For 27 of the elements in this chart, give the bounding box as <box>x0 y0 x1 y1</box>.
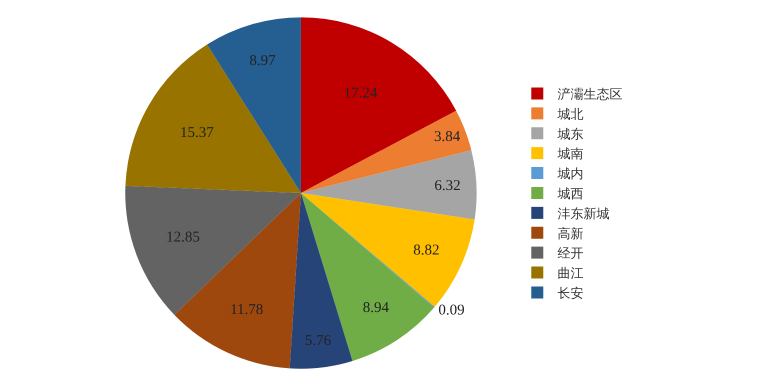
data-label: 11.78 <box>230 302 264 318</box>
data-label: 15.37 <box>180 124 214 141</box>
pie-slice <box>125 186 301 315</box>
data-label: 6.32 <box>434 178 461 194</box>
legend-label: 城北 <box>556 107 584 122</box>
pie-slice <box>125 44 301 193</box>
legend-label: 长安 <box>557 286 584 302</box>
pie-slice <box>300 110 472 193</box>
legend-label: 曲江 <box>557 266 584 282</box>
legend-label: 城内 <box>556 167 584 182</box>
pie-slice <box>290 193 352 369</box>
data-label: 3.84 <box>434 128 461 145</box>
legend-label: 城西 <box>556 187 584 202</box>
data-label: 0.09 <box>438 302 465 319</box>
legend-label: 浐灞生态区 <box>557 88 622 103</box>
data-label: 8.97 <box>249 52 276 69</box>
data-label: 8.82 <box>413 242 440 258</box>
legend-label: 沣东新城 <box>557 206 610 222</box>
legend-label: 经开 <box>557 246 584 262</box>
pie-slice <box>300 150 476 220</box>
legend-label: 城东 <box>556 127 584 142</box>
data-label: 17.24 <box>344 86 378 102</box>
legend-label: 高新 <box>557 226 584 242</box>
data-label: 12.85 <box>166 230 200 246</box>
legend-label: 城南 <box>556 147 584 162</box>
data-label: 8.94 <box>362 300 390 316</box>
data-label: 5.76 <box>304 332 332 349</box>
